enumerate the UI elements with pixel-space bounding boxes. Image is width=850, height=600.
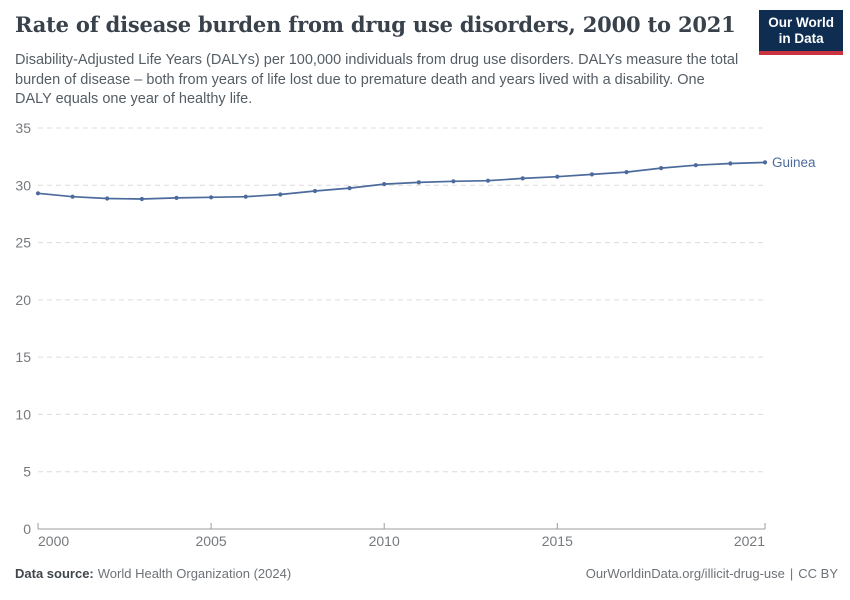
- data-source: Data source: World Health Organization (2…: [15, 566, 291, 581]
- x-tick-label: 2005: [196, 533, 227, 549]
- data-point: [762, 160, 768, 165]
- series-end-label: Guinea: [772, 155, 816, 170]
- data-point: [174, 195, 179, 200]
- data-point: [347, 186, 352, 191]
- data-point: [659, 166, 664, 171]
- y-tick-label: 0: [23, 521, 31, 537]
- x-tick-label: 2010: [369, 533, 400, 549]
- data-point: [105, 196, 110, 201]
- y-tick-label: 10: [15, 406, 31, 422]
- owid-logo-line2: in Data: [778, 31, 824, 46]
- y-tick-label: 5: [23, 464, 31, 480]
- data-source-value: World Health Organization (2024): [97, 566, 292, 581]
- data-point: [451, 179, 456, 184]
- data-point: [382, 182, 387, 187]
- data-source-label: Data source:: [15, 566, 94, 581]
- data-point: [485, 178, 491, 183]
- data-point: [209, 195, 214, 200]
- data-point: [520, 176, 525, 181]
- y-tick-label: 30: [15, 177, 31, 193]
- page-title: Rate of disease burden from drug use dis…: [15, 12, 736, 37]
- owid-logo-line1: Our World: [768, 15, 834, 30]
- data-point: [278, 192, 283, 197]
- y-tick-label: 25: [15, 235, 31, 251]
- x-tick-label: 2000: [38, 533, 69, 549]
- license-label: CC BY: [798, 566, 838, 581]
- data-point: [139, 196, 144, 202]
- data-point: [624, 170, 629, 175]
- footer-divider: |: [789, 566, 794, 581]
- x-tick-label: 2015: [542, 533, 573, 549]
- data-point: [555, 174, 560, 179]
- chart-footer: Data source: World Health Organization (2…: [15, 566, 838, 581]
- data-point: [35, 191, 41, 196]
- x-tick-label: 2021: [734, 533, 765, 549]
- owid-logo[interactable]: Our World in Data: [759, 10, 843, 55]
- data-point: [693, 163, 698, 168]
- data-point: [243, 194, 248, 199]
- data-point: [70, 194, 75, 199]
- y-tick-label: 20: [15, 292, 31, 308]
- y-tick-label: 35: [15, 120, 31, 136]
- attribution: OurWorldinData.org/illicit-drug-use | CC B…: [586, 566, 838, 581]
- data-point: [589, 172, 595, 177]
- chart-subtitle: Disability-Adjusted Life Years (DALYs) p…: [15, 52, 739, 107]
- line-chart: 0 5 10 15 20 25 30 35 2000 2005 2010 2015 2021 Guinea: [15, 120, 816, 549]
- data-point: [416, 180, 421, 185]
- footer-link[interactable]: OurWorldinData.org/illicit-drug-use: [585, 566, 785, 581]
- series-line: [37, 161, 766, 200]
- y-tick-label: 15: [15, 349, 31, 365]
- data-point: [312, 188, 318, 194]
- data-point: [728, 161, 733, 166]
